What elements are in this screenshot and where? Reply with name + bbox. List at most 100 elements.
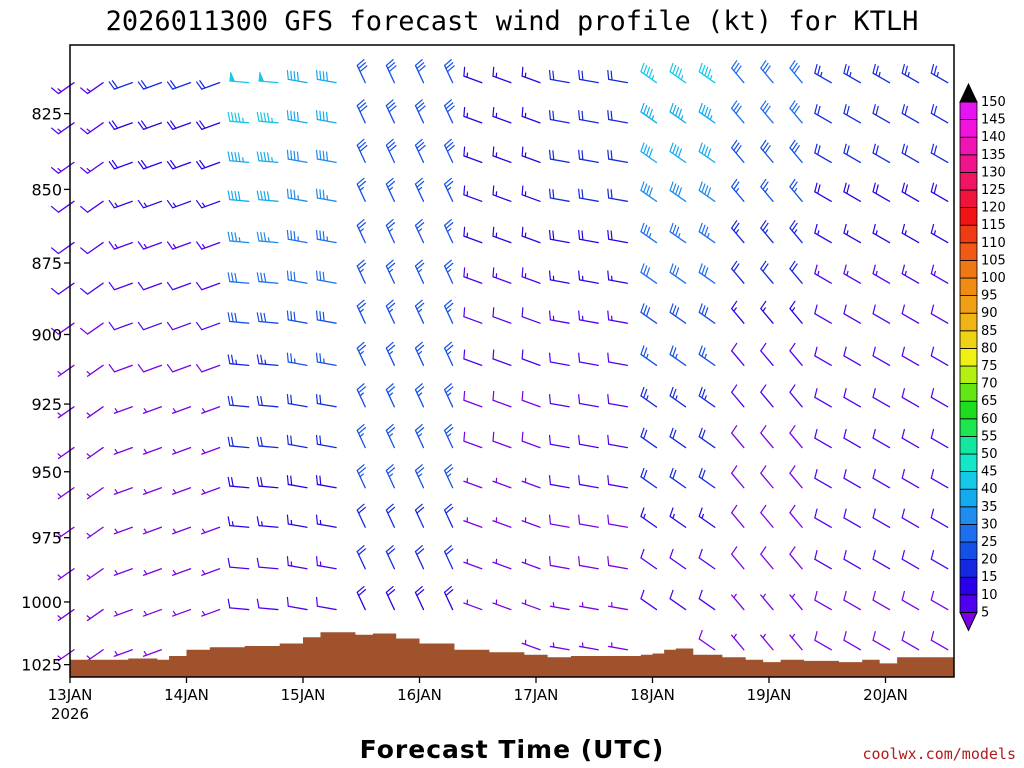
wind-barb [901,590,920,611]
wind-barb [698,263,716,284]
wind-barb [356,99,368,124]
wind-barb [86,608,104,622]
wind-barb [789,424,803,449]
wind-barb [166,241,192,250]
wind-barb [315,270,337,284]
wind-barb [640,222,658,244]
colorbar-swatch-100 [959,277,978,297]
wind-barb [843,143,862,164]
wind-barb [166,199,192,209]
wind-barb [79,282,104,295]
wind-barb [872,508,891,528]
wind-barb [872,182,891,202]
wind-barb [195,159,221,170]
wind-barb [137,281,163,291]
wind-barb [315,394,337,408]
wind-barb [814,304,832,324]
wind-barb [698,507,716,528]
wind-barb [492,267,512,284]
wind-barb [640,467,658,489]
wind-barb [414,58,426,84]
colorbar-swatch-135 [959,154,978,173]
wind-barb [731,546,745,570]
wind-barb [843,428,862,449]
colorbar-swatch-85 [959,330,978,349]
wind-barb [137,159,163,170]
wind-barb [463,146,483,164]
wind-barb [171,487,192,495]
wind-barb [789,342,803,366]
wind-barb [731,633,745,651]
wind-barb [698,181,716,202]
wind-barb [463,517,483,528]
wind-barb [872,223,891,244]
wind-barb [256,111,279,124]
colorbar-label: 90 [981,306,998,321]
wind-barb [86,526,104,539]
wind-barb [256,354,279,366]
wind-barb [789,260,803,284]
wind-barb [930,63,949,84]
colorbar-label: 5 [981,605,989,620]
wind-barb [731,465,745,489]
wind-barb [227,312,250,324]
x-tick-label: 20JAN [863,686,908,704]
x-axis-title: Forecast Time (UTC) [360,735,665,764]
wind-barb [166,80,192,90]
wind-barb [789,300,803,324]
colorbar-label: 75 [981,359,998,374]
wind-barb [108,80,133,90]
wind-barb [521,185,541,202]
wind-barb [607,70,629,84]
wind-barb [698,62,716,84]
colorbar-swatch-150 [959,101,978,121]
wind-barb [930,182,949,202]
wind-barb [286,596,308,611]
wind-barb [227,598,250,611]
x-tick-label: 16JAN [397,686,442,704]
wind-barb [901,428,920,449]
wind-barb [640,263,658,284]
wind-barb [443,58,455,84]
wind-barb [521,477,541,489]
wind-barb [731,219,745,244]
wind-barb [385,503,396,528]
speed-colorbar: 5 10 15 20 25 30 35 40 45 50 55 60 65 70 75 80 85 90 95 100… [959,82,1006,632]
wind-barb [607,475,629,489]
wind-barb [79,200,104,213]
wind-barb [760,593,774,611]
wind-barb [872,143,891,164]
wind-barb [385,177,396,202]
wind-barb [256,516,279,528]
wind-barb [57,568,75,581]
wind-barb [843,223,862,244]
wind-barb [760,178,774,202]
wind-barb [731,504,745,528]
wind-barb [443,299,454,324]
wind-barb [108,363,133,373]
wind-barb [356,383,367,408]
wind-barb [414,99,426,124]
wind-barb [385,585,396,611]
wind-barb [142,608,163,617]
wind-barb [315,475,337,489]
colorbar-label: 80 [981,341,998,356]
wind-barb [492,477,512,489]
wind-barb [814,223,832,244]
wind-barb [607,149,629,164]
wind-barb [315,434,337,449]
wind-barb [492,185,512,202]
wind-barb [607,270,629,284]
wind-barb [731,384,745,408]
wind-barb [789,504,803,528]
wind-barb [731,100,745,124]
wind-barb [669,263,687,284]
colorbar-label: 115 [981,218,1006,233]
wind-barb [50,122,75,135]
colorbar-swatch-35 [959,506,978,525]
wind-barb [356,585,367,611]
wind-barb [789,546,803,570]
wind-barb [108,321,133,331]
wind-barb [549,602,570,611]
wind-barb [86,487,104,500]
